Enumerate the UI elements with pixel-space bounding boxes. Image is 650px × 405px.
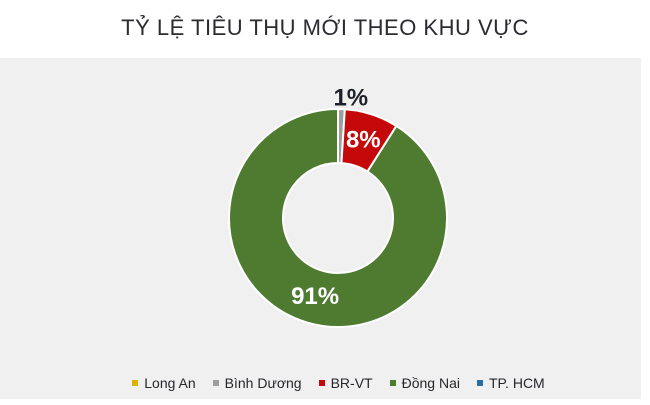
legend-marker-icon — [389, 380, 396, 386]
legend-marker-icon — [318, 380, 325, 386]
donut-slices — [228, 108, 448, 328]
donut-slice-dong-nai — [228, 108, 448, 328]
legend-item-binh-duong: Bình Dương — [212, 375, 302, 391]
legend-label: Long An — [144, 375, 196, 391]
legend-label: Bình Dương — [224, 375, 302, 391]
legend-marker-icon — [476, 380, 483, 386]
legend-item-tp-hcm: TP. HCM — [476, 375, 545, 391]
data-label-dong-nai: 91% — [291, 283, 339, 310]
data-label-binh-duong: 1% — [333, 85, 368, 112]
legend-marker-icon — [132, 380, 139, 386]
legend-item-br-vt: BR-VT — [318, 375, 373, 391]
legend-label: TP. HCM — [488, 375, 545, 391]
legend-marker-icon — [212, 380, 219, 386]
chart-legend: Long An Bình Dương BR-VT Đồng Nai TP. HC… — [18, 376, 650, 390]
data-labels: 1% 8% 91% — [291, 85, 381, 311]
legend-label: BR-VT — [330, 375, 373, 391]
legend-label: Đồng Nai — [401, 375, 460, 391]
chart-title: TỶ LỆ TIÊU THỤ MỚI THEO KHU VỰC — [121, 15, 529, 40]
plot-area: 1% 8% 91% Long An Bình Dương BR-VT Đồng Na… — [0, 58, 641, 399]
legend-item-long-an: Long An — [132, 375, 196, 391]
donut-chart: 1% 8% 91% — [228, 85, 448, 328]
legend-item-dong-nai: Đồng Nai — [389, 375, 460, 391]
data-label-br-vt: 8% — [346, 127, 381, 154]
